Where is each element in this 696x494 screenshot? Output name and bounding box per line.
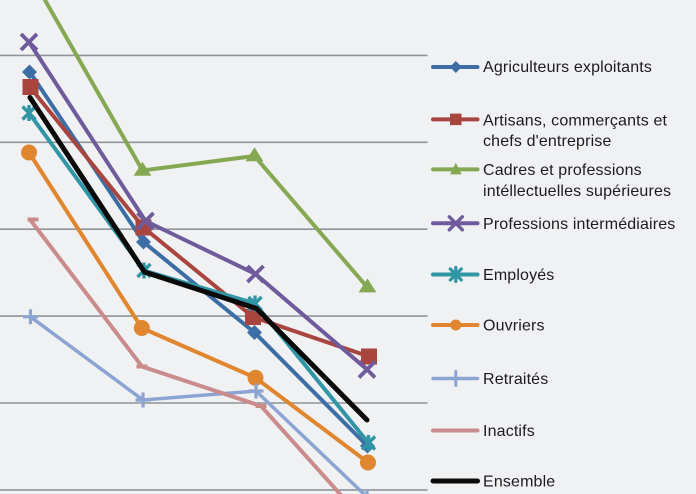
svg-text:Cadres et professions: Cadres et professions (483, 162, 642, 179)
svg-text:Professions intermédiaires: Professions intermédiaires (483, 216, 675, 233)
svg-text:Artisans, commerçants et: Artisans, commerçants et (483, 112, 668, 129)
svg-text:chefs d'entreprise: chefs d'entreprise (483, 133, 612, 150)
svg-text:Ensemble: Ensemble (483, 474, 555, 491)
svg-text:Retraités: Retraités (483, 371, 548, 388)
svg-text:intéllectuelles supérieures: intéllectuelles supérieures (483, 183, 671, 200)
svg-text:Ouvriers: Ouvriers (483, 318, 545, 335)
svg-text:Employés: Employés (483, 267, 554, 284)
svg-text:Agriculteurs exploitants: Agriculteurs exploitants (483, 59, 652, 76)
svg-text:Inactifs: Inactifs (483, 423, 535, 440)
